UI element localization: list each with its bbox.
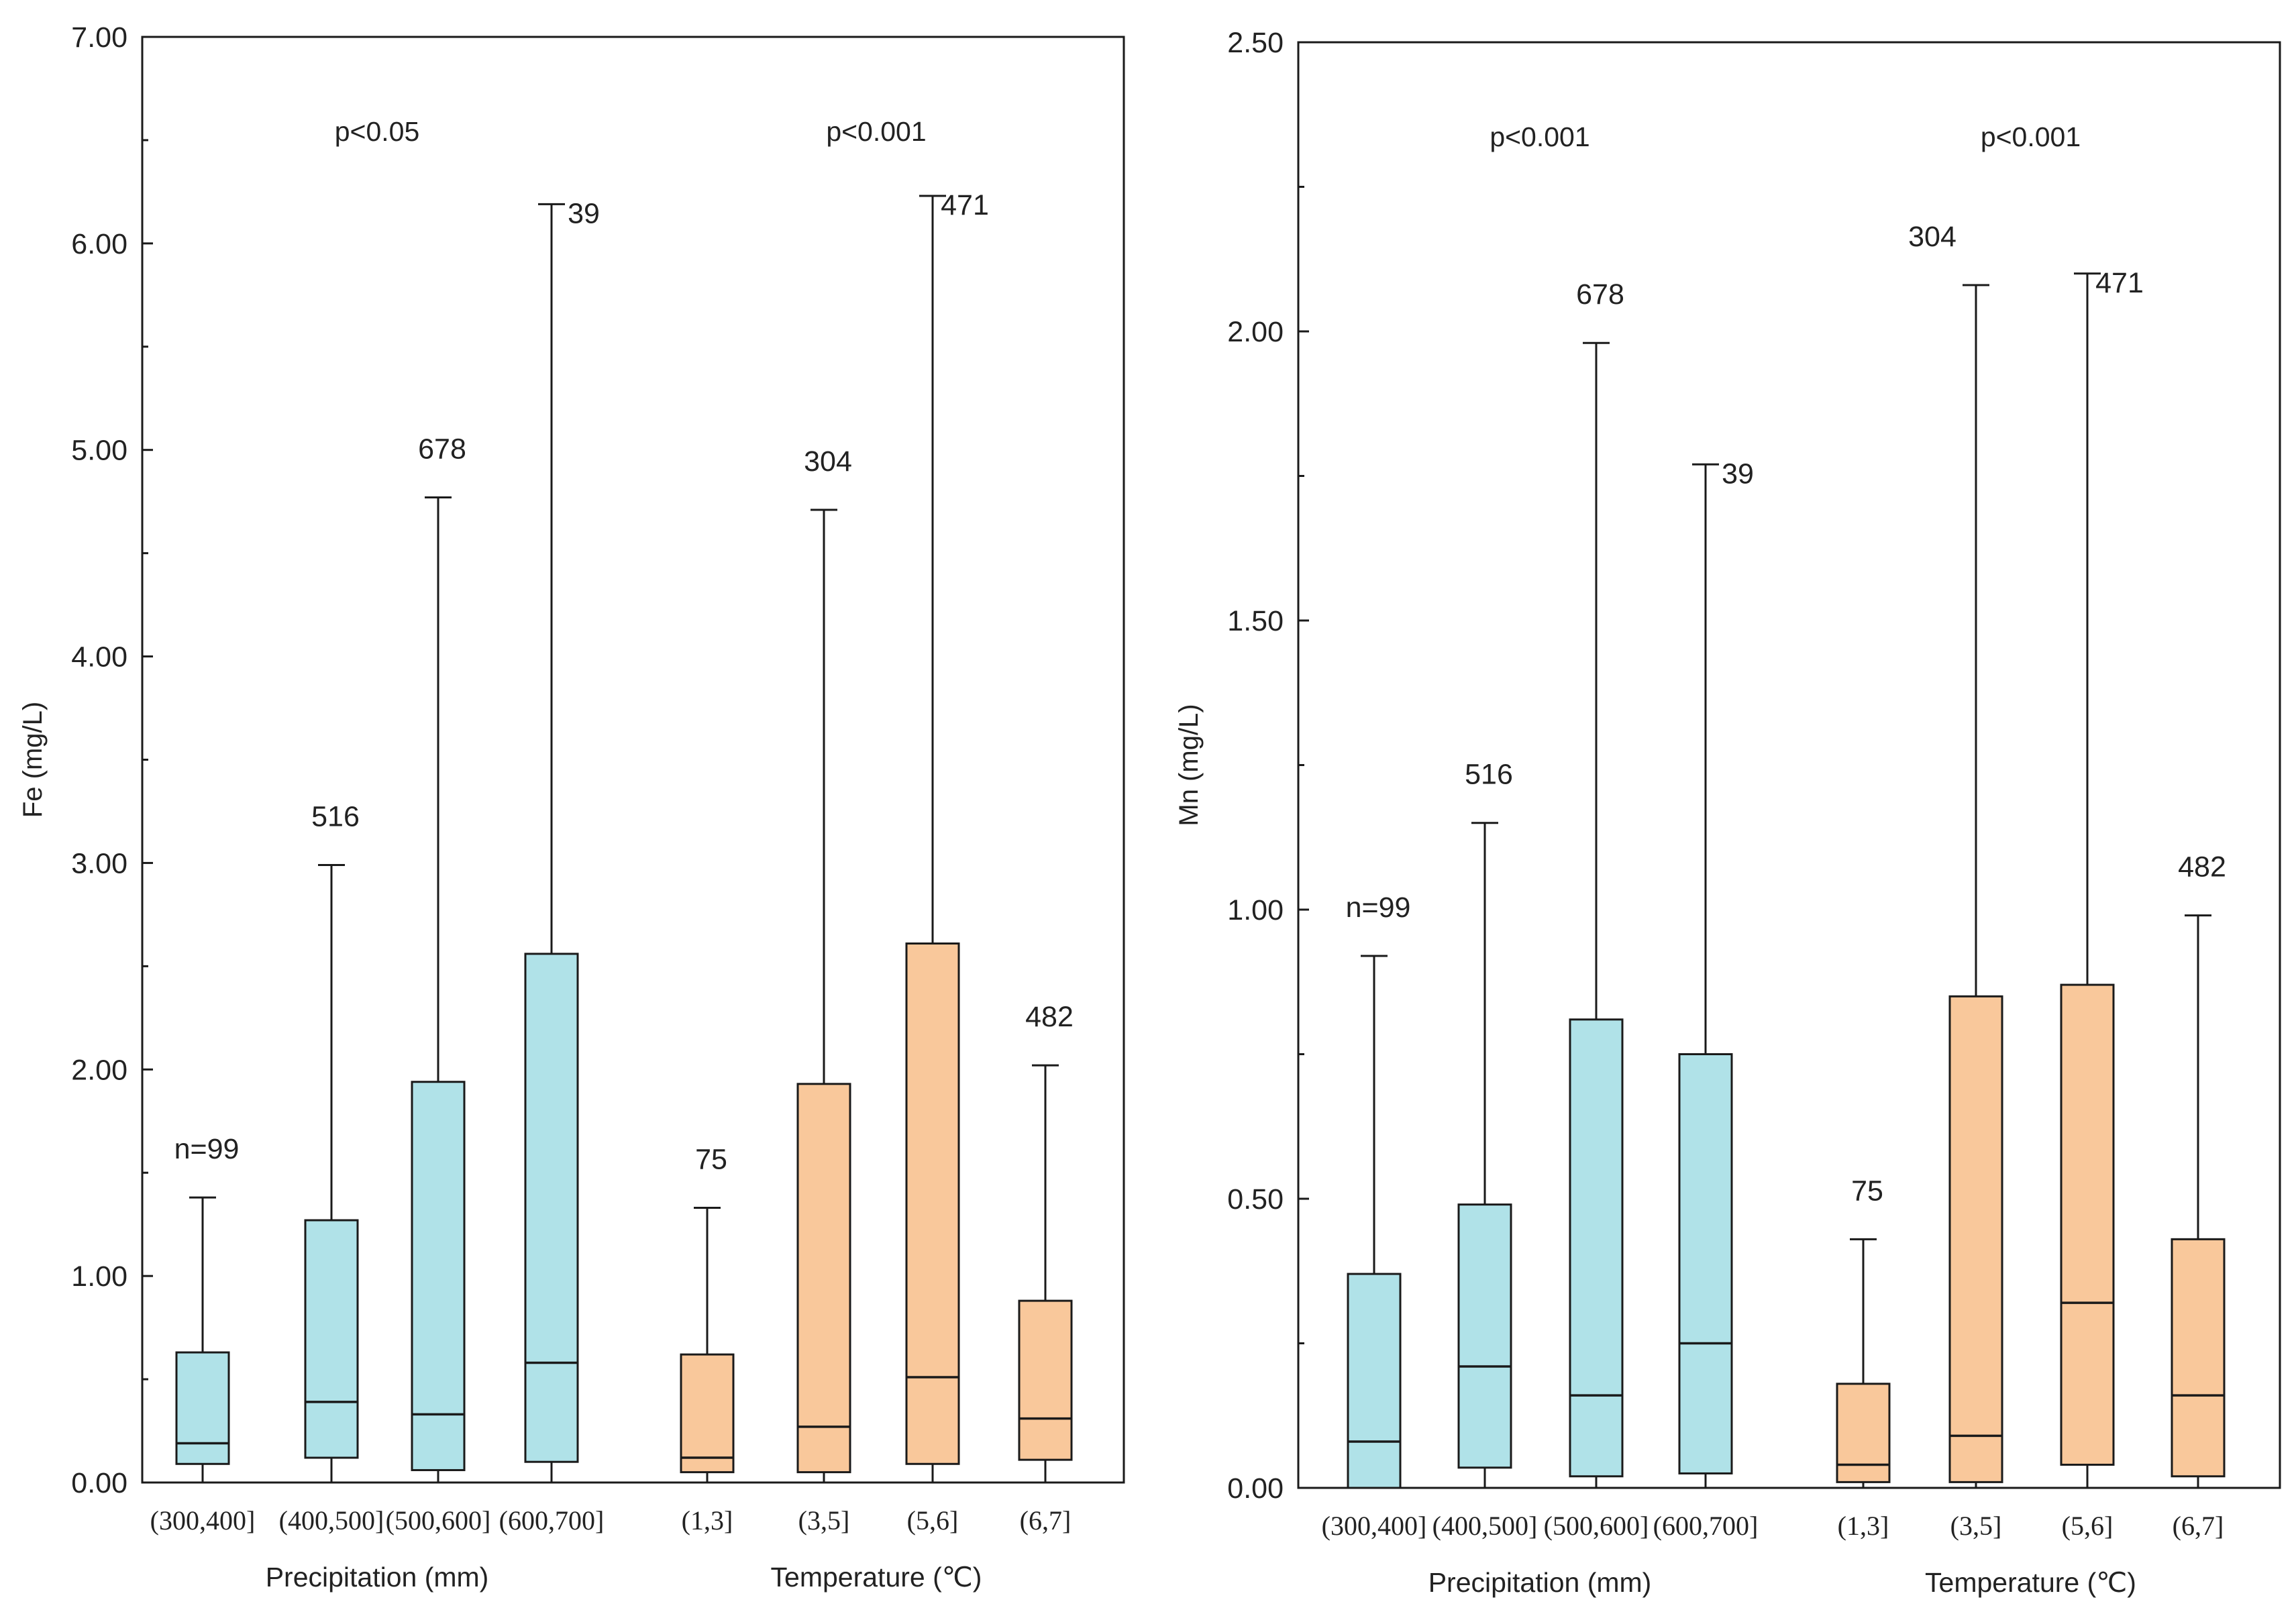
sample-size-label: 39 bbox=[568, 197, 600, 229]
box-(3,5]: 304 (3,5] bbox=[1908, 221, 2003, 1541]
box-(600,700]: 39 (600,700] bbox=[499, 197, 605, 1536]
box-(400,500]: 516 (400,500] bbox=[1432, 759, 1538, 1541]
sample-size-label: 482 bbox=[1025, 1001, 1074, 1033]
box-(300,400]: n=99 (300,400] bbox=[1322, 892, 1427, 1541]
box-iqr bbox=[1836, 1383, 1891, 1483]
box-iqr bbox=[905, 942, 960, 1465]
sample-size-label: 75 bbox=[1851, 1175, 1883, 1207]
box-iqr bbox=[680, 1353, 735, 1474]
y-tick-label: 6.00 bbox=[71, 228, 127, 260]
y-tick-label: 4.00 bbox=[71, 641, 127, 674]
sample-size-label: 75 bbox=[695, 1144, 727, 1176]
box-(500,600]: 678 (500,600] bbox=[1544, 278, 1649, 1541]
x-tick-label: (5,6] bbox=[2062, 1511, 2114, 1541]
box-iqr bbox=[175, 1351, 230, 1465]
x-tick-label: (600,700] bbox=[1653, 1511, 1759, 1541]
y-tick-label: 0.50 bbox=[1227, 1183, 1284, 1216]
sample-size-label: 678 bbox=[418, 433, 466, 466]
group-axis-label: Temperature (℃) bbox=[771, 1562, 982, 1593]
x-tick-label: (1,3] bbox=[682, 1505, 733, 1536]
x-tick-label: (300,400] bbox=[150, 1505, 256, 1536]
y-axis-label: Mn (mg/L) bbox=[1174, 704, 1204, 826]
box-iqr bbox=[1018, 1299, 1073, 1461]
x-tick-label: (1,3] bbox=[1838, 1511, 1889, 1541]
sample-size-label: 304 bbox=[1908, 221, 1956, 253]
y-tick-label: 2.00 bbox=[1227, 316, 1284, 348]
sample-size-label: 471 bbox=[941, 189, 989, 221]
box-(5,6]: 471 (5,6] bbox=[905, 189, 989, 1536]
sample-size-label: 516 bbox=[311, 801, 360, 833]
x-tick-label: (6,7] bbox=[2173, 1511, 2224, 1541]
x-tick-label: (400,500] bbox=[279, 1505, 384, 1536]
x-tick-label: (500,600] bbox=[386, 1505, 491, 1536]
box-(6,7]: 482 (6,7] bbox=[2171, 851, 2226, 1541]
box-iqr bbox=[1569, 1018, 1624, 1478]
group-axis-label: Temperature (℃) bbox=[1925, 1567, 2136, 1598]
sample-size-label: 39 bbox=[1722, 457, 1754, 490]
box-(500,600]: 678 (500,600] bbox=[386, 433, 491, 1536]
x-tick-label: (5,6] bbox=[907, 1505, 959, 1536]
y-tick-label: 2.00 bbox=[71, 1054, 127, 1086]
box-(1,3]: 75 (1,3] bbox=[680, 1144, 735, 1536]
y-tick-label: 1.00 bbox=[71, 1260, 127, 1293]
y-tick-label: 2.50 bbox=[1227, 27, 1284, 59]
box-iqr bbox=[1948, 995, 2003, 1483]
x-tick-label: (300,400] bbox=[1322, 1511, 1427, 1541]
box-(600,700]: 39 (600,700] bbox=[1653, 457, 1759, 1541]
x-tick-label: (400,500] bbox=[1432, 1511, 1538, 1541]
y-tick-label: 1.00 bbox=[1227, 894, 1284, 926]
p-value-label: p<0.001 bbox=[1490, 121, 1589, 152]
group-axis-label: Precipitation (mm) bbox=[266, 1562, 489, 1593]
box-iqr bbox=[2060, 983, 2115, 1466]
y-tick-label: 7.00 bbox=[71, 21, 127, 54]
y-tick-label: 3.00 bbox=[71, 847, 127, 879]
x-tick-label: (3,5] bbox=[1950, 1511, 2002, 1541]
box-(3,5]: 304 (3,5] bbox=[796, 445, 852, 1536]
p-value-label: p<0.05 bbox=[335, 116, 420, 147]
p-value-label: p<0.001 bbox=[1981, 121, 2081, 152]
y-tick-label: 0.00 bbox=[71, 1467, 127, 1499]
box-iqr bbox=[2171, 1238, 2226, 1478]
plot-frame bbox=[1297, 41, 2281, 1489]
x-tick-label: (500,600] bbox=[1544, 1511, 1649, 1541]
x-tick-label: (600,700] bbox=[499, 1505, 605, 1536]
y-tick-label: 0.00 bbox=[1227, 1472, 1284, 1505]
box-(5,6]: 471 (5,6] bbox=[2060, 267, 2144, 1541]
y-axis-label: Fe (mg/L) bbox=[18, 702, 48, 818]
sample-size-label: 516 bbox=[1465, 759, 1513, 791]
x-tick-label: (6,7] bbox=[1020, 1505, 1072, 1536]
p-value-label: p<0.001 bbox=[826, 116, 926, 147]
box-iqr bbox=[411, 1081, 466, 1472]
x-tick-label: (3,5] bbox=[798, 1505, 850, 1536]
box-iqr bbox=[796, 1083, 851, 1474]
sample-size-label: 482 bbox=[2178, 851, 2226, 883]
chart-panel-1: 0.00 1.00 2.00 3.00 4.00 5.00 6.00 7.00 Fe (mg/L… bbox=[18, 21, 1125, 1593]
box-iqr bbox=[524, 953, 579, 1463]
y-tick-label: 5.00 bbox=[71, 435, 127, 467]
y-tick-label: 1.50 bbox=[1227, 605, 1284, 637]
box-(6,7]: 482 (6,7] bbox=[1018, 1001, 1074, 1536]
box-iqr bbox=[1678, 1053, 1733, 1474]
sample-size-label: 678 bbox=[1576, 278, 1624, 311]
group-axis-label: Precipitation (mm) bbox=[1428, 1567, 1652, 1598]
box-iqr bbox=[304, 1219, 359, 1459]
sample-size-label: n=99 bbox=[174, 1133, 240, 1165]
chart-panel-2: 0.00 0.50 1.00 1.50 2.00 2.50 Mn (mg/L) n=99 (30… bbox=[1174, 27, 2281, 1598]
sample-size-label: n=99 bbox=[1346, 892, 1411, 924]
sample-size-label: 304 bbox=[804, 445, 852, 478]
box-iqr bbox=[1347, 1273, 1402, 1489]
box-(400,500]: 516 (400,500] bbox=[279, 801, 384, 1536]
box-(1,3]: 75 (1,3] bbox=[1836, 1175, 1891, 1541]
box-(300,400]: n=99 (300,400] bbox=[150, 1133, 256, 1536]
plot-frame bbox=[141, 36, 1125, 1484]
sample-size-label: 471 bbox=[2095, 267, 2144, 299]
box-iqr bbox=[1457, 1203, 1512, 1469]
